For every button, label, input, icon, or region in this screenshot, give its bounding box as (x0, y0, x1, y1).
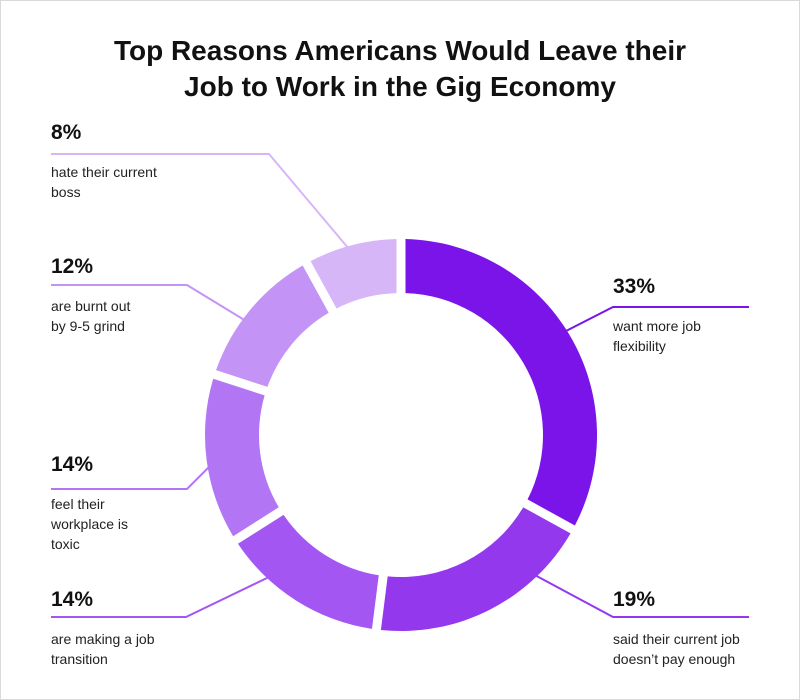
leader-line-1 (565, 306, 749, 332)
pie-slice-6 (310, 239, 397, 309)
pie-slice-2 (380, 507, 571, 631)
pie-slice-5 (216, 265, 329, 387)
slice-percent-label-2: 19% (613, 588, 655, 611)
slice-percent-label-3: 14% (51, 588, 93, 611)
slice-description-3-line-2: transition (51, 651, 108, 667)
leader-line-6 (51, 153, 350, 250)
slice-description-4-line-1: feel their (51, 496, 105, 512)
slice-percent-label-1: 33% (613, 275, 655, 298)
leader-line-5 (51, 284, 247, 322)
chart-title-line-1: Top Reasons Americans Would Leave their (113, 35, 687, 66)
slice-description-5-line-1: are burnt out (51, 298, 130, 314)
leader-line-4 (51, 449, 227, 490)
slice-description-1-line-2: flexibility (613, 338, 666, 354)
slice-description-5-line-2: by 9-5 grind (51, 318, 125, 334)
pie-slice-3 (237, 514, 379, 629)
slice-percent-label-5: 12% (51, 255, 93, 278)
slice-percent-label-4: 14% (51, 453, 93, 476)
chart-title-line-2: Job to Work in the Gig Economy (184, 71, 616, 102)
slice-description-4-line-3: toxic (51, 536, 80, 552)
slice-description-2-line-1: said their current job (613, 631, 740, 647)
slice-description-3-line-1: are making a job (51, 631, 155, 647)
leader-line-3 (51, 576, 270, 618)
slice-description-6-line-1: hate their current (51, 164, 157, 180)
pie-slice-1 (405, 239, 597, 526)
leader-line-2 (530, 572, 749, 618)
chart-title: Top Reasons Americans Would Leave their … (1, 33, 799, 105)
slice-percent-label-6: 8% (51, 121, 82, 144)
slice-description-2-line-2: doesn’t pay enough (613, 651, 735, 667)
slice-description-6-line-2: boss (51, 184, 81, 200)
pie-slice-4 (205, 378, 279, 537)
slice-description-4-line-2: workplace is (50, 516, 128, 532)
slice-description-1-line-1: want more job (612, 318, 701, 334)
